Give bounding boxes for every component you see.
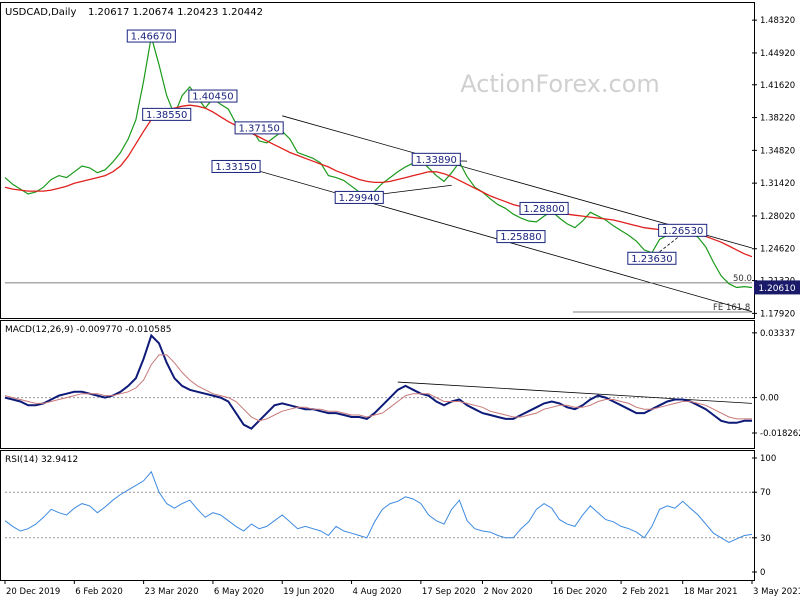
last-price-tag — [754, 280, 800, 295]
x-axis-label: 4 Aug 2020 — [353, 587, 402, 597]
price-annotation-label: 1.25880 — [500, 232, 541, 243]
x-axis-label: 23 Mar 2020 — [145, 587, 199, 597]
price-annotation-box — [496, 230, 546, 244]
price-y-tick-label: 1.28020 — [760, 212, 795, 222]
macd-panel-frame — [0, 320, 755, 449]
price-annotation-label: 1.26530 — [662, 226, 703, 237]
symbol-label: USDCAD,Daily — [5, 7, 76, 18]
macd-series-macd — [4, 333, 752, 430]
price-annotation-box — [411, 152, 461, 166]
x-axis-label: 2 Feb 2021 — [622, 587, 670, 597]
level-label: FE 161.8 — [713, 303, 750, 313]
rsi-panel-frame — [0, 450, 755, 581]
x-axis-label: 3 May 2021 — [753, 587, 800, 597]
price-y-tick-label: 1.34820 — [760, 146, 795, 156]
x-axis-label: 6 May 2020 — [214, 587, 264, 597]
price-y-tick-label: 1.48320 — [760, 16, 795, 26]
price-annotation-box — [126, 29, 176, 43]
price-annotation-label: 1.28800 — [523, 204, 564, 215]
rsi-y-tick-label: 100 — [760, 454, 776, 464]
price-annotation-box — [188, 89, 238, 103]
series-price — [4, 36, 753, 289]
x-axis-label: 6 Feb 2020 — [75, 587, 123, 597]
macd-y-tick-label: -0.018262 — [760, 429, 800, 439]
ohlc-values: 1.20617 1.20674 1.20423 1.20442 — [88, 7, 263, 18]
price-annotation-box — [627, 251, 677, 265]
price-annotation-box — [519, 201, 569, 215]
last-price-label: 1.20610 — [758, 284, 795, 294]
x-axis-label: 18 Mar 2021 — [684, 587, 738, 597]
level-label: 50.0 — [733, 274, 752, 284]
price-annotation-label: 1.46670 — [131, 32, 172, 43]
price-annotation-label: 1.23630 — [631, 254, 672, 265]
price-annotation-box — [142, 107, 192, 121]
price-y-tick-label: 1.17920 — [760, 309, 795, 319]
macd-title: MACD(12,26,9) -0.009770 -0.010585 — [5, 325, 171, 335]
price-annotation-label: 1.29940 — [339, 193, 380, 204]
price-annotation-label: 1.40450 — [192, 92, 233, 103]
x-axis-label: 16 Dec 2020 — [553, 587, 607, 597]
macd-trend-line — [397, 381, 753, 404]
price-y-tick-label: 1.24620 — [760, 245, 795, 255]
price-annotation-box — [658, 223, 708, 237]
x-axis-label: 2 Nov 2020 — [483, 587, 532, 597]
price-y-tick-label: 1.44920 — [760, 49, 795, 59]
price-panel-frame — [0, 2, 755, 319]
price-y-tick-label: 1.41620 — [760, 81, 795, 91]
price-annotation-box — [334, 190, 384, 204]
x-axis-label: 17 Sep 2020 — [422, 587, 476, 597]
price-y-tick-label: 1.38220 — [760, 114, 795, 124]
series-ma — [4, 104, 753, 258]
price-annotation-label: 1.38550 — [146, 110, 187, 121]
price-annotation-box — [211, 159, 261, 173]
x-axis-label: 19 Jun 2020 — [283, 587, 334, 597]
rsi-series — [4, 470, 753, 543]
rsi-y-tick-label: 70 — [760, 488, 771, 498]
macd-y-tick-label: 0.03337 — [760, 329, 795, 339]
rsi-y-tick-label: 30 — [760, 534, 771, 544]
price-annotation-label: 1.33150 — [215, 162, 256, 173]
macd-series-signal — [4, 354, 752, 422]
price-y-tick-label: 1.31420 — [760, 179, 795, 189]
price-annotation-box — [234, 121, 284, 135]
x-axis-label: 20 Dec 2019 — [6, 587, 60, 597]
price-annotation-label: 1.37150 — [238, 123, 279, 134]
rsi-y-tick-label: 0 — [760, 568, 765, 578]
watermark: ActionForex.com — [460, 70, 660, 98]
rsi-title: RSI(14) 32.9412 — [5, 455, 78, 465]
macd-y-tick-label: 0.00 — [760, 394, 779, 404]
price-annotation-label: 1.33890 — [416, 155, 457, 166]
